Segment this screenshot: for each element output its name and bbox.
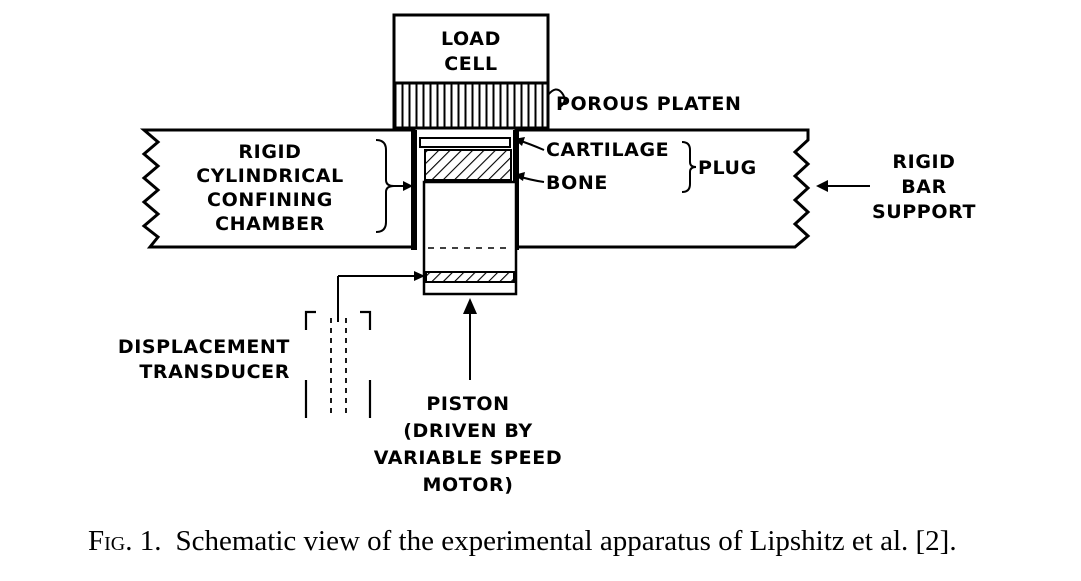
porous-platen bbox=[392, 81, 550, 130]
chamber-right-block bbox=[514, 128, 811, 249]
bone-arrow-head bbox=[514, 172, 525, 181]
transducer-link-arrow-head bbox=[414, 271, 425, 281]
bone-layer bbox=[424, 149, 512, 181]
chamber-label-line1: RIGID bbox=[238, 141, 301, 163]
cartilage-label: CARTILAGE bbox=[546, 139, 669, 161]
chamber-left-block bbox=[139, 128, 416, 249]
porous-platen-pointer bbox=[547, 88, 566, 108]
porous-platen-label: POROUS PLATEN bbox=[556, 93, 742, 115]
transducer-body-outer bbox=[304, 310, 372, 418]
load-cell-box bbox=[392, 13, 550, 85]
piston-label-line4: MOTOR) bbox=[422, 474, 513, 496]
support-arrow-head bbox=[816, 180, 828, 192]
transducer-label-line1: DISPLACEMENT bbox=[118, 336, 290, 358]
piston-label-line2: (DRIVEN BY bbox=[403, 420, 533, 442]
figure-caption: Fig. 1. Schematic view of the experimenta… bbox=[88, 525, 1048, 558]
load-cell-label-line2: CELL bbox=[444, 53, 498, 75]
plug-brace bbox=[681, 141, 697, 193]
support-label-line1: RIGID bbox=[892, 151, 955, 173]
cartilage-arrow-head bbox=[514, 137, 525, 146]
load-cell-label-line1: LOAD bbox=[441, 28, 501, 50]
chamber-arrow-head bbox=[403, 181, 413, 191]
piston-drive-arrow-head bbox=[463, 298, 477, 314]
figure-caption-text: Schematic view of the experimental appar… bbox=[175, 525, 957, 557]
bone-label: BONE bbox=[546, 172, 608, 194]
chamber-label-line3: CONFINING bbox=[207, 189, 333, 211]
piston-label-line1: PISTON bbox=[426, 393, 509, 415]
piston-ring bbox=[425, 271, 515, 283]
figure-number: Fig. 1. bbox=[88, 525, 162, 557]
support-label-line2: BAR bbox=[901, 176, 947, 198]
chamber-label-line4: CHAMBER bbox=[215, 213, 325, 235]
chamber-label-line2: CYLINDRICAL bbox=[196, 165, 344, 187]
cartilage-layer bbox=[419, 137, 511, 148]
plug-label: PLUG bbox=[698, 157, 757, 179]
transducer-label-line2: TRANSDUCER bbox=[139, 361, 290, 383]
piston-label-line3: VARIABLE SPEED bbox=[374, 447, 562, 469]
support-label-line3: SUPPORT bbox=[872, 201, 976, 223]
